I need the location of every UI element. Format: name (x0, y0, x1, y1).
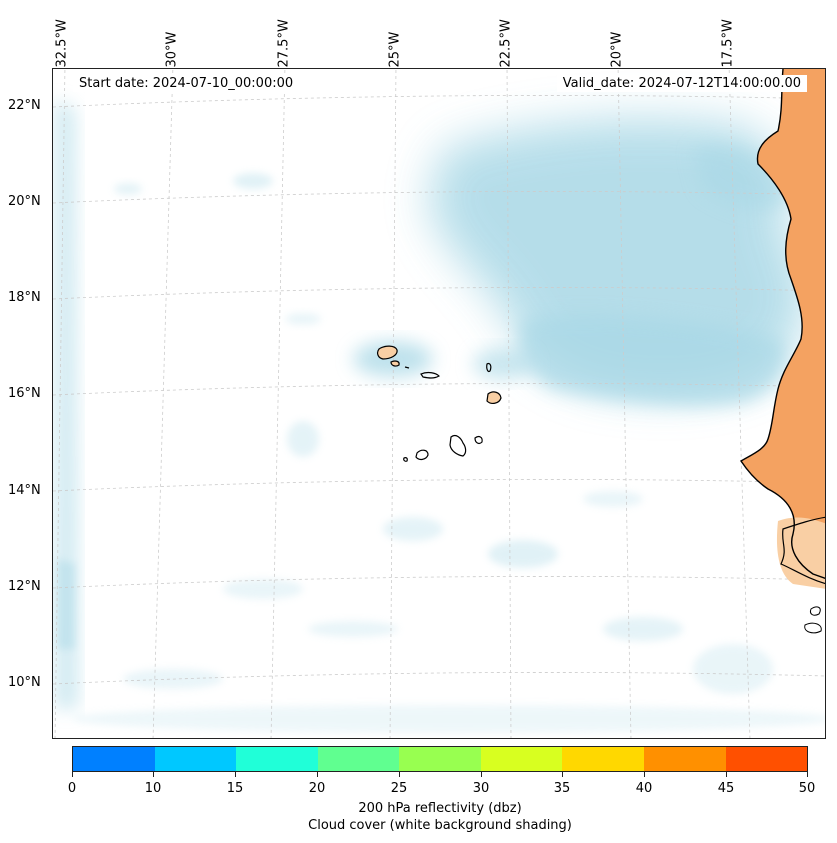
colorbar-tick (153, 772, 154, 777)
colorbar-tick (562, 772, 563, 777)
island-boa-vista (486, 391, 502, 404)
lat-label-20n: 20°N (8, 194, 41, 209)
lon-label-32-5w: 32.5°W (54, 19, 70, 68)
meridian-30w (152, 69, 174, 738)
lat-label-16n: 16°N (8, 386, 41, 401)
parallel-14n (53, 479, 825, 492)
colorbar-tick (72, 772, 73, 777)
lat-label-18n: 18°N (8, 290, 41, 305)
colorbar-tick (644, 772, 645, 777)
colorbar-tick-label-25: 25 (390, 781, 408, 796)
colorbar-tick (726, 772, 727, 777)
colorbar-tick-label-0: 0 (67, 781, 77, 796)
colorbar-tick (399, 772, 400, 777)
meridian-22-5w (506, 69, 512, 738)
island-sao-nicolau (420, 371, 440, 379)
west-africa-coast (740, 69, 825, 634)
cloud-patch-4 (383, 517, 443, 541)
lat-label-10n: 10°N (8, 675, 41, 690)
coastline-bijagos (804, 606, 822, 634)
colorbar-segment-0 (73, 747, 155, 771)
island-maio (474, 436, 483, 444)
coastline-guinea-bissau (780, 516, 825, 585)
cloud-patch-6 (603, 617, 683, 641)
parallel-16n (53, 383, 825, 396)
colorbar-tick-label-40: 40 (635, 781, 653, 796)
cloud-patch-2 (114, 183, 142, 195)
land-light-shading (776, 517, 825, 589)
colorbar-tick-label-30: 30 (472, 781, 490, 796)
lat-label-22n: 22°N (8, 98, 41, 113)
colorbar-segment-2 (236, 747, 318, 771)
map-panel[interactable] (52, 68, 826, 739)
meridian-25w (389, 69, 397, 738)
cloud-patch-3 (287, 421, 319, 457)
parallel-12n (53, 576, 825, 589)
lon-label-30w: 30°W (164, 31, 180, 68)
cloud-patch-10 (693, 644, 773, 694)
lon-label-17-5w: 17.5°W (720, 19, 736, 68)
meridian-17-5w (728, 69, 751, 738)
lat-label-12n: 12°N (8, 579, 41, 594)
lon-label-20w: 20°W (609, 31, 625, 68)
cloud-cape-verde-east (473, 348, 533, 380)
cloud-cover-shading (55, 99, 825, 733)
cloud-patch-13 (73, 705, 825, 733)
island-santa-luzia (404, 366, 410, 369)
meridian-32-5w (54, 69, 66, 738)
lon-label-27-5w: 27.5°W (276, 19, 292, 68)
cloud-band-south (519, 315, 786, 406)
parallel-10n (53, 672, 825, 685)
cloud-patch-12 (285, 313, 321, 325)
colorbar-segment-3 (317, 747, 400, 771)
colorbar-tick-label-35: 35 (553, 781, 571, 796)
cloud-patch-1 (233, 173, 273, 189)
colorbar-sublabel: Cloud cover (white background shading) (308, 818, 572, 833)
colorbar-tick (481, 772, 482, 777)
meridian-20w (617, 69, 632, 738)
colorbar-segment-6 (562, 747, 644, 771)
colorbar (72, 746, 808, 772)
valid-date-label: Valid_date: 2024-07-12T14:00:00.00 (556, 75, 807, 92)
colorbar-segment-1 (154, 747, 237, 771)
colorbar-label: 200 hPa reflectivity (dbz) (358, 801, 522, 816)
meridian-27-5w (270, 69, 286, 738)
lon-label-22-5w: 22.5°W (498, 19, 514, 68)
parallel-20n (53, 191, 825, 204)
colorbar-tick (235, 772, 236, 777)
colorbar-segment-4 (399, 747, 481, 771)
parallel-22n (53, 95, 825, 108)
map-canvas (53, 69, 825, 738)
colorbar-tick-label-10: 10 (144, 781, 162, 796)
island-santo-antao (377, 345, 398, 360)
island-sal (486, 362, 492, 373)
cloud-patch-9 (308, 621, 398, 637)
colorbar-segment-7 (643, 747, 726, 771)
island-brava (403, 457, 408, 462)
coastline-africa (740, 69, 825, 580)
colorbar-segment-8 (725, 747, 808, 771)
start-date-label: Start date: 2024-07-10_00:00:00 (73, 75, 300, 92)
cloud-patch-11 (583, 491, 643, 507)
colorbar-tick-label-50: 50 (798, 781, 816, 796)
cloud-left-edge (55, 99, 78, 709)
graticule (53, 69, 825, 738)
colorbar-tick (317, 772, 318, 777)
parallel-18n (53, 287, 825, 300)
island-sao-vicente (390, 360, 400, 367)
colorbar-tick-label-20: 20 (308, 781, 326, 796)
cape-verde-islands (377, 345, 502, 462)
colorbar-tick-label-15: 15 (226, 781, 244, 796)
colorbar-tick-label-45: 45 (717, 781, 735, 796)
lat-label-14n: 14°N (8, 483, 41, 498)
colorbar-tick (807, 772, 808, 777)
lon-label-25w: 25°W (387, 31, 403, 68)
island-fogo (415, 449, 429, 461)
cloud-patch-7 (223, 579, 303, 599)
land-reflectivity-shading (741, 69, 825, 579)
island-santiago (449, 434, 467, 457)
cloud-left-edge-strong (57, 559, 75, 649)
colorbar-segment-5 (480, 747, 563, 771)
cloud-patch-5 (488, 540, 558, 568)
